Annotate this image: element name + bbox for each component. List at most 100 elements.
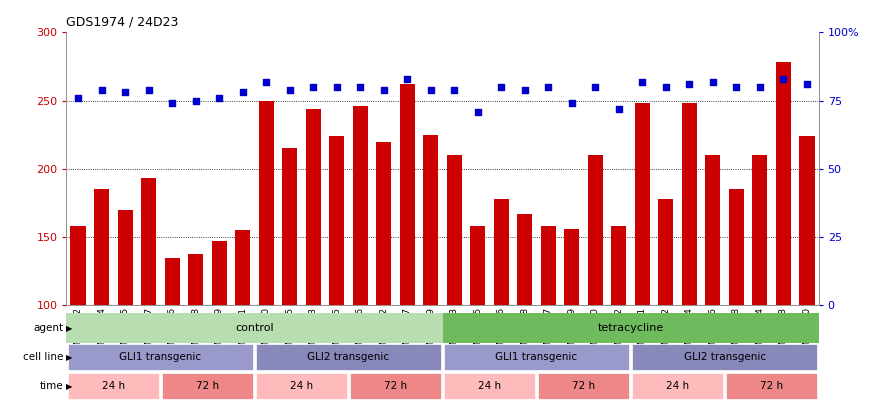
Point [142,87,156,93]
Bar [752,155,767,305]
Point [281,240,295,246]
Bar [494,199,509,305]
Bar [632,373,723,399]
Point [424,87,438,93]
Text: ▶: ▶ [65,324,72,333]
Text: 24 h: 24 h [666,382,689,391]
Point [518,87,532,93]
Bar [443,344,629,370]
Text: 24 h: 24 h [290,382,313,391]
Bar [256,344,442,370]
Bar [635,103,650,305]
Bar [632,344,818,370]
Point [329,84,343,90]
Bar [282,148,297,305]
Point [589,84,603,90]
Bar [658,199,673,305]
Bar [94,190,109,305]
Point [565,100,579,107]
Bar [423,135,438,305]
Text: 72 h: 72 h [196,382,219,391]
Bar [564,229,580,305]
Bar [705,155,720,305]
Bar [188,254,204,305]
Text: GLI2 transgenic: GLI2 transgenic [683,352,766,362]
Bar [118,210,133,305]
Bar [726,373,818,399]
Point [612,106,626,112]
Point [95,87,109,93]
Bar [71,226,86,305]
Bar [517,214,533,305]
Bar [258,101,273,305]
Point [753,84,767,90]
Point [447,87,461,93]
Point [212,95,227,101]
Text: GLI1 transgenic: GLI1 transgenic [119,352,202,362]
Bar [350,373,442,399]
Point [282,87,296,93]
Text: GLI1 transgenic: GLI1 transgenic [496,352,578,362]
Text: 24 h: 24 h [478,382,501,391]
Point [235,89,250,96]
Bar [442,313,819,343]
Point [635,78,650,85]
Bar [541,226,556,305]
Text: agent: agent [34,323,64,333]
Bar [141,179,157,305]
Text: ▶: ▶ [65,382,72,391]
Point [542,84,556,90]
Bar [400,84,415,305]
Bar [538,373,629,399]
Text: 72 h: 72 h [572,382,595,391]
Bar [728,190,744,305]
Point [259,78,273,85]
Point [306,84,320,90]
Point [281,369,295,375]
Bar [470,226,485,305]
Bar [443,373,535,399]
Bar [165,258,180,305]
Point [800,81,814,87]
Point [776,76,790,82]
Bar [776,62,791,305]
Bar [67,373,159,399]
Bar [588,155,603,305]
Text: cell line: cell line [23,352,64,362]
Point [71,95,85,101]
Bar [612,226,627,305]
Text: tetracycline: tetracycline [597,323,664,333]
Point [377,87,391,93]
Bar [235,230,250,305]
Bar [352,106,368,305]
Point [658,84,673,90]
Text: 72 h: 72 h [384,382,407,391]
Bar [162,373,253,399]
Text: 24 h: 24 h [102,382,125,391]
Point [189,98,203,104]
Bar [799,136,814,305]
Point [118,89,132,96]
Point [705,78,720,85]
Bar [67,344,253,370]
Bar [376,142,391,305]
Text: GLI2 transgenic: GLI2 transgenic [307,352,389,362]
Bar [212,241,227,305]
Bar [256,373,347,399]
Point [682,81,696,87]
Bar [329,136,344,305]
Text: GDS1974 / 24D23: GDS1974 / 24D23 [66,15,179,28]
Point [729,84,743,90]
Point [353,84,367,90]
Text: control: control [235,323,273,333]
Point [471,108,485,115]
Text: ▶: ▶ [65,353,72,362]
Text: 72 h: 72 h [760,382,783,391]
Point [165,100,180,107]
Bar [66,313,442,343]
Text: time: time [40,382,64,391]
Point [400,76,414,82]
Point [494,84,508,90]
Bar [681,103,697,305]
Bar [447,155,462,305]
